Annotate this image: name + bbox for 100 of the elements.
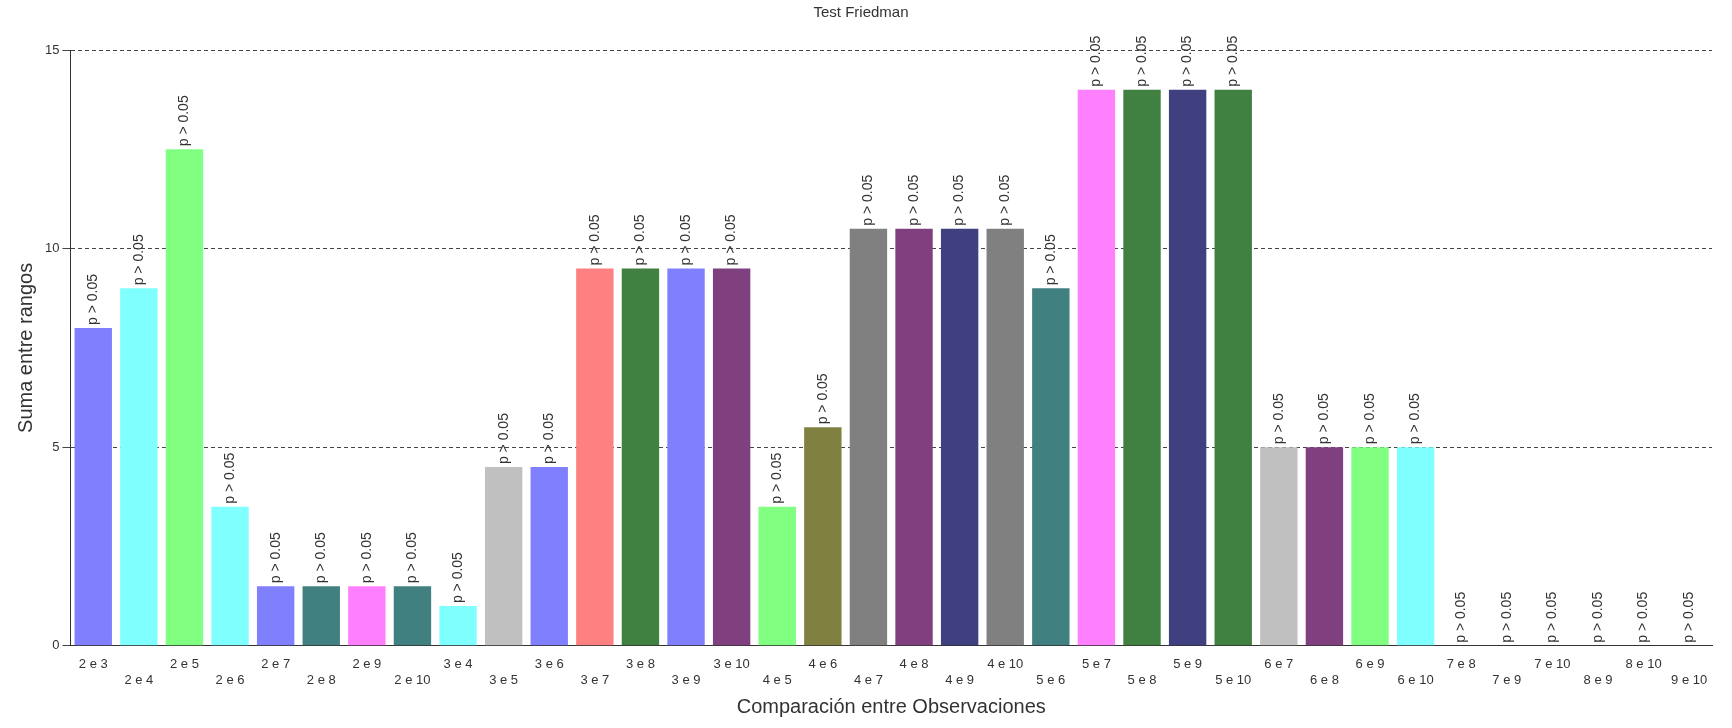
bar (940, 228, 979, 646)
x-tick-label: 6 e 10 (1397, 671, 1434, 687)
bar (1032, 288, 1070, 646)
bar (1260, 447, 1298, 646)
bar (302, 586, 340, 646)
x-tick-label: 2 e 7 (261, 656, 291, 672)
x-tick-label: 5 e 10 (1215, 671, 1252, 687)
x-tick-label: 2 e 4 (124, 671, 154, 687)
x-tick-label: 6 e 9 (1355, 656, 1385, 672)
bar (439, 606, 477, 646)
x-tick-label: 7 e 9 (1492, 671, 1522, 687)
bar (895, 228, 933, 646)
data-label: p > 0.05 (1497, 591, 1514, 643)
bar (393, 586, 432, 646)
x-tick-label: 9 e 10 (1671, 671, 1708, 687)
data-label: p > 0.05 (1588, 591, 1605, 643)
y-axis-title: Suma entre rangos (13, 262, 36, 433)
bar (576, 268, 614, 646)
data-label: p > 0.05 (494, 412, 511, 465)
bar (348, 586, 386, 646)
x-tick-label: 2 e 10 (394, 671, 431, 687)
bar (484, 467, 523, 646)
x-tick-label: 4 e 8 (899, 656, 929, 672)
data-label: p > 0.05 (1406, 393, 1423, 445)
y-tick-label: 5 (52, 438, 60, 454)
data-label: p > 0.05 (1132, 35, 1149, 87)
bar (804, 427, 842, 646)
y-tick-label: 0 (52, 637, 60, 653)
data-label: p > 0.05 (175, 95, 192, 147)
data-label: p > 0.05 (357, 532, 374, 584)
bar (1168, 89, 1207, 646)
x-tick-label: 7 e 10 (1534, 656, 1571, 672)
bar (165, 149, 204, 646)
chart-title: Test Friedman (813, 3, 909, 21)
x-tick-label: 6 e 8 (1309, 671, 1339, 687)
data-label: p > 0.05 (676, 214, 693, 266)
x-tick-label: 4 e 9 (945, 671, 975, 687)
bar (712, 268, 751, 646)
data-label: p > 0.05 (631, 214, 648, 266)
x-tick-label: 5 e 8 (1127, 671, 1157, 687)
bar (211, 506, 249, 646)
bar (758, 506, 796, 646)
data-label: p > 0.05 (585, 214, 602, 266)
data-label: p > 0.05 (1178, 35, 1195, 87)
bar (1351, 447, 1389, 646)
x-tick-label: 4 e 5 (762, 671, 792, 687)
x-tick-label: 7 e 8 (1446, 656, 1476, 672)
data-label: p > 0.05 (904, 174, 921, 226)
x-tick-label: 2 e 3 (78, 656, 108, 672)
x-tick-label: 2 e 6 (215, 671, 245, 687)
y-tick-label: 10 (44, 240, 60, 256)
bar (1396, 447, 1435, 646)
bar (849, 228, 888, 646)
bar (1214, 89, 1252, 646)
x-tick-label: 3 e 7 (580, 671, 610, 687)
data-label: p > 0.05 (1269, 393, 1286, 445)
bar (1305, 447, 1344, 646)
bar (256, 586, 295, 646)
x-tick-label: 3 e 4 (443, 656, 473, 672)
data-label: p > 0.05 (448, 551, 465, 604)
x-tick-label: 8 e 10 (1625, 656, 1662, 672)
data-label: p > 0.05 (1634, 591, 1651, 643)
data-label: p > 0.05 (129, 234, 146, 286)
data-label: p > 0.05 (84, 273, 101, 326)
data-label: p > 0.05 (859, 174, 876, 226)
data-label: p > 0.05 (813, 373, 830, 425)
bar (120, 288, 158, 646)
data-label: p > 0.05 (1087, 35, 1104, 87)
x-tick-label: 2 e 8 (306, 671, 336, 687)
data-label: p > 0.05 (540, 412, 557, 465)
x-tick-label: 8 e 9 (1583, 671, 1613, 687)
data-label: p > 0.05 (950, 174, 967, 226)
bar (1077, 89, 1116, 646)
x-tick-label: 3 e 9 (671, 671, 701, 687)
data-label: p > 0.05 (768, 452, 785, 504)
data-label: p > 0.05 (1315, 393, 1332, 445)
x-tick-label: 5 e 9 (1173, 656, 1203, 672)
data-label: p > 0.05 (403, 532, 420, 584)
x-tick-label: 3 e 8 (625, 656, 655, 672)
y-tick-label: 15 (44, 41, 60, 57)
x-tick-label: 4 e 7 (853, 671, 883, 687)
x-tick-label: 3 e 10 (713, 656, 750, 672)
data-label: p > 0.05 (1543, 591, 1560, 643)
x-tick-label: 6 e 7 (1264, 656, 1294, 672)
x-tick-label: 3 e 5 (489, 671, 519, 687)
data-label: p > 0.05 (1224, 35, 1241, 87)
x-tick-label: 5 e 7 (1081, 656, 1111, 672)
data-label: p > 0.05 (1680, 591, 1697, 643)
data-label: p > 0.05 (996, 174, 1013, 226)
data-label: p > 0.05 (266, 532, 283, 584)
bar (667, 268, 705, 646)
bar (530, 467, 568, 646)
bar (621, 268, 660, 646)
data-label: p > 0.05 (1452, 591, 1469, 643)
data-label: p > 0.05 (1360, 393, 1377, 445)
bar (74, 328, 112, 646)
x-tick-label: 3 e 6 (534, 656, 564, 672)
x-axis-title: Comparación entre Observaciones (736, 694, 1046, 717)
x-tick-label: 4 e 6 (808, 656, 838, 672)
x-tick-label: 2 e 5 (169, 656, 199, 672)
